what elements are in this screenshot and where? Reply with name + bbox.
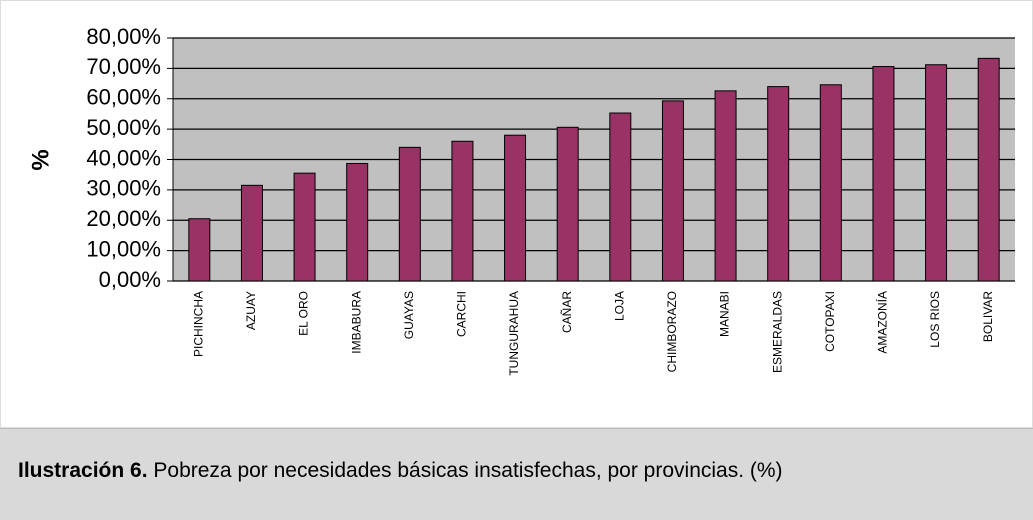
x-tick-label: PICHINCHA bbox=[191, 291, 205, 357]
bar bbox=[188, 218, 211, 282]
y-tick-label: 0,00% bbox=[99, 267, 161, 292]
x-tick-label: LOJA bbox=[612, 291, 626, 321]
x-tick-label: GUAYAS bbox=[402, 291, 416, 339]
caption: Ilustración 6. Pobreza por necesidades b… bbox=[0, 428, 1033, 520]
chart: % 0,00% 10,00% 20,00% 30,00% 40,00% 50,00% 60,… bbox=[0, 0, 1033, 428]
bar bbox=[609, 112, 632, 282]
y-tick-label: 50,00% bbox=[86, 115, 161, 140]
y-tick-label: 20,00% bbox=[86, 206, 161, 231]
bar bbox=[346, 162, 369, 282]
x-tick-label: EL ORO bbox=[297, 291, 311, 336]
y-axis-label: % bbox=[27, 149, 54, 170]
x-tick-label: LOS RIOS bbox=[928, 291, 942, 348]
bar bbox=[977, 57, 1000, 282]
x-tick-label: TUNGURAHUA bbox=[507, 291, 521, 376]
x-tick-label: IMBABURA bbox=[349, 291, 363, 354]
bar bbox=[714, 90, 737, 282]
y-tick-label: 60,00% bbox=[86, 85, 161, 110]
bar bbox=[504, 134, 527, 282]
y-tick-label: 30,00% bbox=[86, 176, 161, 201]
bar bbox=[240, 184, 263, 282]
x-tick-label: CAÑAR bbox=[560, 291, 574, 333]
bar bbox=[767, 86, 790, 282]
x-tick-label: MANABI bbox=[718, 291, 732, 337]
y-tick-label: 40,00% bbox=[86, 145, 161, 170]
bar bbox=[872, 66, 895, 282]
x-tick-label: CHIMBORAZO bbox=[665, 291, 679, 372]
bar bbox=[398, 146, 421, 282]
x-tick-label: AZUAY bbox=[244, 291, 258, 330]
bar bbox=[925, 64, 948, 282]
caption-body: Pobreza por necesidades básicas insatisf… bbox=[153, 459, 783, 482]
bar bbox=[293, 172, 316, 282]
caption-text: Ilustración 6. Pobreza por necesidades b… bbox=[18, 459, 783, 483]
bar bbox=[451, 140, 474, 282]
y-tick-label: 80,00% bbox=[86, 24, 161, 49]
x-tick-label: CARCHI bbox=[455, 291, 469, 337]
x-tick-label: ESMERALDAS bbox=[770, 291, 784, 373]
bar bbox=[819, 84, 842, 282]
y-tick-label: 70,00% bbox=[86, 54, 161, 79]
x-tick-label: COTOPAXI bbox=[823, 291, 837, 352]
x-tick-label: AMAZONÍA bbox=[875, 291, 890, 354]
y-tick-label: 10,00% bbox=[86, 236, 161, 261]
caption-label: Ilustración 6. bbox=[18, 459, 148, 482]
bar bbox=[556, 126, 579, 282]
bar bbox=[661, 100, 684, 282]
x-tick-label: BOLIVAR bbox=[981, 291, 995, 342]
